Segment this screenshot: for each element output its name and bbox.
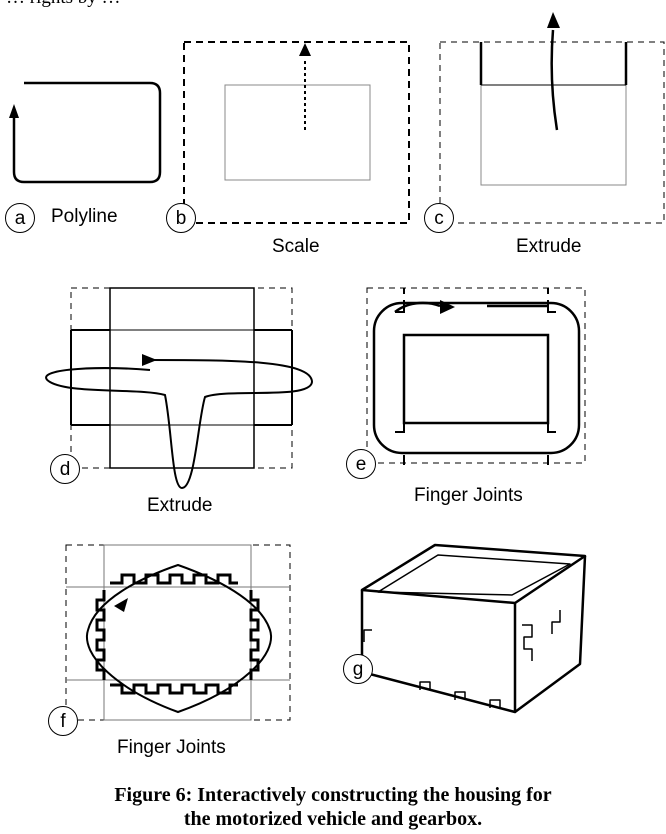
panel-e-letter-circle: e xyxy=(346,449,376,479)
panel-g-letter-circle: g xyxy=(343,654,373,684)
figure-caption-line-2: the motorized vehicle and gearbox. xyxy=(183,808,483,830)
panel-a-letter-circle: a xyxy=(5,203,35,233)
panel-b-label: Scale xyxy=(272,236,320,257)
panel-a-label: Polyline xyxy=(51,206,118,227)
panel-d-extrude-drawing xyxy=(45,287,314,490)
panel-a-polyline-drawing xyxy=(9,81,162,184)
panel-f-letter-circle: f xyxy=(48,706,78,736)
panel-f-label: Finger Joints xyxy=(117,737,226,758)
panel-c-letter-circle: c xyxy=(424,203,454,233)
panel-d-letter-circle: d xyxy=(50,454,80,484)
panel-c-label: Extrude xyxy=(516,236,582,257)
panel-e-label: Finger Joints xyxy=(414,485,523,506)
panel-c-extrude-drawing xyxy=(439,12,665,224)
figure-caption-line-1: Figure 6: Interactively constructing the… xyxy=(114,784,552,806)
panel-d-label: Extrude xyxy=(147,495,213,516)
panel-b-letter-circle: b xyxy=(166,203,196,233)
panel-e-finger-joints-drawing xyxy=(366,287,586,465)
figure-6-illustration xyxy=(9,12,665,721)
panel-b-scale-drawing xyxy=(183,41,410,224)
page-top-text-fragment: … rights by … xyxy=(6,0,121,9)
panel-g-box-drawing xyxy=(360,543,587,714)
panel-f-finger-joints-drawing xyxy=(65,544,291,721)
